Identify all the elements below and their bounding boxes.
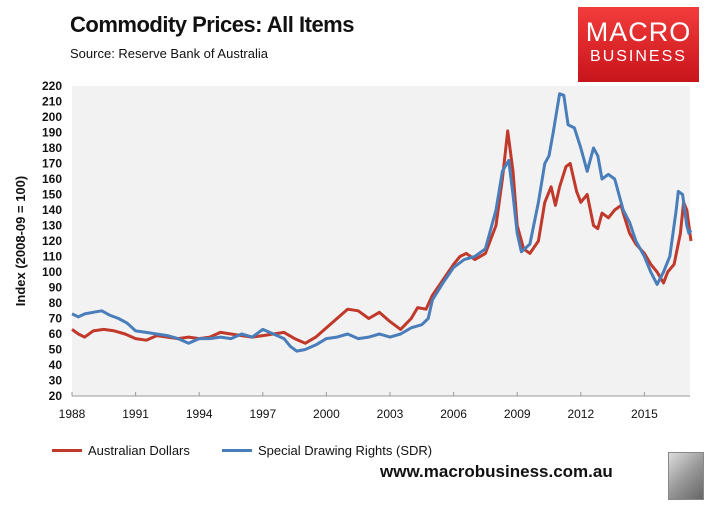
y-tick-label: 200 xyxy=(42,110,62,124)
y-tick-label: 70 xyxy=(49,312,63,326)
y-tick-label: 60 xyxy=(49,327,63,341)
footer-url: www.macrobusiness.com.au xyxy=(380,462,613,481)
y-tick-label: 100 xyxy=(42,265,62,279)
y-tick-label: 120 xyxy=(42,234,62,248)
y-tick-label: 110 xyxy=(43,250,63,264)
legend-swatch-sdr xyxy=(222,449,252,452)
x-tick-label: 2003 xyxy=(377,407,404,421)
x-tick-label: 1997 xyxy=(249,407,276,421)
y-tick-label: 160 xyxy=(42,172,62,186)
legend-label-aud: Australian Dollars xyxy=(88,443,190,458)
x-tick-label: 1988 xyxy=(59,407,86,421)
x-tick-label: 2012 xyxy=(567,407,594,421)
plot-area xyxy=(72,86,690,396)
legend-swatch-aud xyxy=(52,449,82,452)
y-axis-label: Index (2008-09 = 100) xyxy=(13,176,28,306)
y-tick-label: 180 xyxy=(42,141,62,155)
y-tick-label: 30 xyxy=(49,374,63,388)
y-tick-label: 140 xyxy=(42,203,62,217)
y-tick-label: 170 xyxy=(42,157,62,171)
x-tick-label: 1991 xyxy=(122,407,149,421)
logo-line1: MACRO xyxy=(585,17,692,47)
y-tick-label: 40 xyxy=(49,358,63,372)
y-tick-label: 150 xyxy=(42,188,62,202)
x-tick-label: 2015 xyxy=(631,407,658,421)
series-line-sdr xyxy=(71,92,693,353)
y-tick-label: 20 xyxy=(49,389,63,403)
legend-label-sdr: Special Drawing Rights (SDR) xyxy=(258,443,433,458)
legend-item-sdr: Special Drawing Rights (SDR) xyxy=(222,443,432,458)
chart-source: Source: Reserve Bank of Australia xyxy=(70,46,268,61)
x-tick-label: 1994 xyxy=(186,407,213,421)
chart-title: Commodity Prices: All Items xyxy=(70,12,354,37)
y-tick-label: 190 xyxy=(42,126,62,140)
y-tick-label: 80 xyxy=(49,296,63,310)
y-tick-label: 130 xyxy=(42,219,62,233)
x-tick-label: 2000 xyxy=(313,407,340,421)
logo-line2: BUSINESS xyxy=(590,48,687,65)
x-tick-label: 2006 xyxy=(440,407,467,421)
y-tick-label: 220 xyxy=(42,79,62,93)
y-tick-label: 210 xyxy=(42,95,62,109)
macrobusiness-logo: MACRO BUSINESS xyxy=(578,7,699,82)
wolf-logo-image xyxy=(668,452,704,500)
legend-item-aud: Australian Dollars xyxy=(52,443,190,458)
y-tick-label: 50 xyxy=(49,343,63,357)
y-tick-label: 90 xyxy=(49,281,63,295)
x-tick-label: 2009 xyxy=(504,407,531,421)
